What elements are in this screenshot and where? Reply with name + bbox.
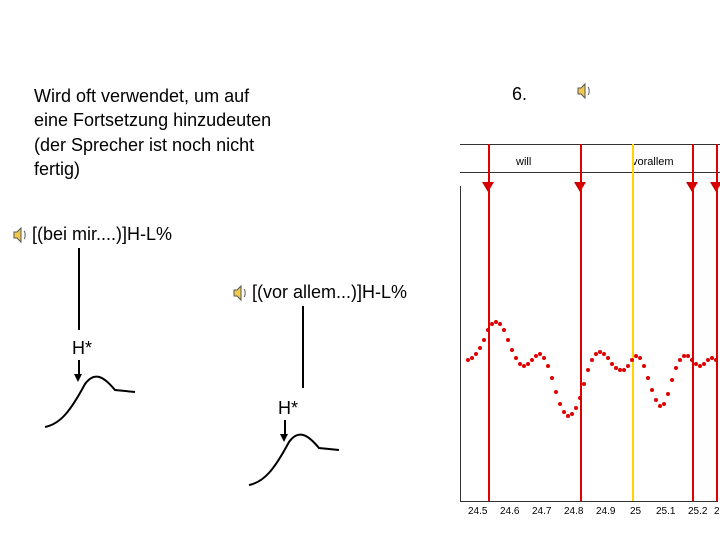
plot-rule [460,172,720,173]
x-tick-label: 25.2 [688,506,707,517]
x-tick-label: 24.7 [532,506,551,517]
pitch-contour [244,430,344,490]
ip-label-2: [(vor allem...)]H-L% [252,282,407,303]
pitch-contour [40,372,140,432]
pitch-point [630,358,634,362]
pitch-point [514,356,518,360]
pitch-point [714,358,718,362]
pitch-point [474,352,478,356]
pitch-point [642,364,646,368]
pitch-point [570,412,574,416]
pitch-point [542,356,546,360]
pitch-point [558,402,562,406]
x-tick-label: 24.9 [596,506,615,517]
pitch-point [550,376,554,380]
x-tick-label: 24.8 [564,506,583,517]
pitch-point [662,402,666,406]
pitch-point [678,358,682,362]
hstar-label: H* [72,338,92,359]
pitch-point [650,388,654,392]
pitch-point [590,358,594,362]
pitch-point [538,352,542,356]
speaker-icon [576,82,594,100]
pitch-point [702,362,706,366]
plot-axes [460,186,718,502]
pitch-point [606,356,610,360]
pitch-point [562,410,566,414]
x-tick-label: 25.1 [656,506,675,517]
pitch-point [586,368,590,372]
pitch-point [686,354,690,358]
pitch-point [578,396,582,400]
word-label: vorallem [632,156,674,168]
pitch-point [646,376,650,380]
x-tick-label: 25 [630,506,641,517]
hstar-label: H* [278,398,298,419]
pitch-point [622,368,626,372]
pitch-point [666,392,670,396]
pitch-point [582,382,586,386]
x-tick-label: 24.6 [500,506,519,517]
pitch-point [574,406,578,410]
speaker-icon [12,226,30,244]
pitch-point [502,328,506,332]
connector-line [302,306,304,388]
pitch-point [654,398,658,402]
word-label: will [516,156,531,168]
pitch-point [690,358,694,362]
connector-line [78,248,80,330]
pitch-point [554,390,558,394]
pitch-point [486,328,490,332]
pitch-point [510,348,514,352]
ip-label-1: [(bei mir....)]H-L% [32,224,172,245]
pitch-point [470,356,474,360]
pitch-point [626,364,630,368]
pitch-point [602,352,606,356]
pitch-point [482,338,486,342]
pitch-point [674,366,678,370]
pitch-point [670,378,674,382]
pitch-point [478,346,482,350]
pitch-point [546,364,550,368]
pitch-point [506,338,510,342]
pitch-point [526,362,530,366]
intro-text: Wird oft verwendet, um auf eine Fortsetz… [34,84,354,181]
pitch-point [530,358,534,362]
plot-rule [460,144,720,145]
pitch-point [610,362,614,366]
slide-number: 6. [512,84,527,105]
pitch-point [638,356,642,360]
x-tick-label: 24.5 [468,506,487,517]
pitch-track-plot: willvorallem 24.524.624.724.824.92525.12… [460,126,720,506]
x-tick-label: 2 [714,506,720,517]
speaker-icon [232,284,250,302]
pitch-point [498,322,502,326]
